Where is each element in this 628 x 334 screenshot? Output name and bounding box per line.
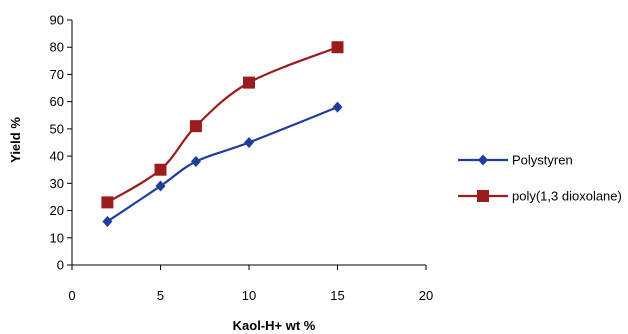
x-axis-title: Kaol-H+ wt % bbox=[233, 318, 316, 333]
data-point bbox=[332, 101, 343, 113]
x-axis-ticks: 0 5 10 15 20 bbox=[68, 265, 433, 303]
x-tick-label: 15 bbox=[330, 288, 344, 303]
legend-item: poly(1,3 dioxolane) bbox=[458, 189, 622, 204]
y-tick-label: 80 bbox=[50, 40, 64, 55]
y-tick-label: 40 bbox=[50, 149, 64, 164]
x-tick-label: 20 bbox=[419, 288, 433, 303]
data-point bbox=[155, 180, 166, 192]
series-polystyren bbox=[102, 101, 343, 227]
y-tick-label: 70 bbox=[50, 67, 64, 82]
series-line bbox=[106, 46, 338, 204]
y-tick-label: 20 bbox=[50, 203, 64, 218]
legend: Polystyren poly(1,3 dioxolane) bbox=[458, 153, 622, 204]
legend-marker bbox=[478, 154, 488, 166]
y-tick-label: 50 bbox=[50, 121, 64, 136]
data-point bbox=[189, 120, 202, 133]
y-tick-label: 10 bbox=[50, 230, 64, 245]
x-tick-label: 5 bbox=[157, 288, 164, 303]
legend-label: Polystyren bbox=[512, 153, 573, 168]
data-point bbox=[331, 41, 344, 54]
y-tick-label: 0 bbox=[57, 258, 64, 273]
y-tick-label: 90 bbox=[50, 13, 64, 28]
data-point bbox=[190, 156, 201, 168]
y-axis-ticks: 0 10 20 30 40 50 60 70 80 90 bbox=[50, 13, 72, 273]
series-poly-1-3-dioxolane bbox=[101, 41, 344, 209]
x-tick-label: 0 bbox=[68, 288, 75, 303]
data-point bbox=[243, 76, 255, 89]
legend-marker bbox=[477, 190, 489, 202]
legend-item: Polystyren bbox=[458, 153, 573, 168]
y-axis-title: Yield % bbox=[8, 117, 23, 163]
series-line bbox=[106, 106, 338, 223]
data-point bbox=[101, 196, 114, 209]
data-point bbox=[244, 137, 254, 148]
data-point bbox=[154, 163, 167, 176]
y-tick-label: 30 bbox=[50, 176, 64, 191]
y-tick-label: 60 bbox=[50, 94, 64, 109]
series-layer bbox=[101, 41, 344, 227]
x-tick-label: 10 bbox=[242, 288, 256, 303]
data-point bbox=[102, 215, 113, 227]
legend-label: poly(1,3 dioxolane) bbox=[512, 189, 622, 204]
